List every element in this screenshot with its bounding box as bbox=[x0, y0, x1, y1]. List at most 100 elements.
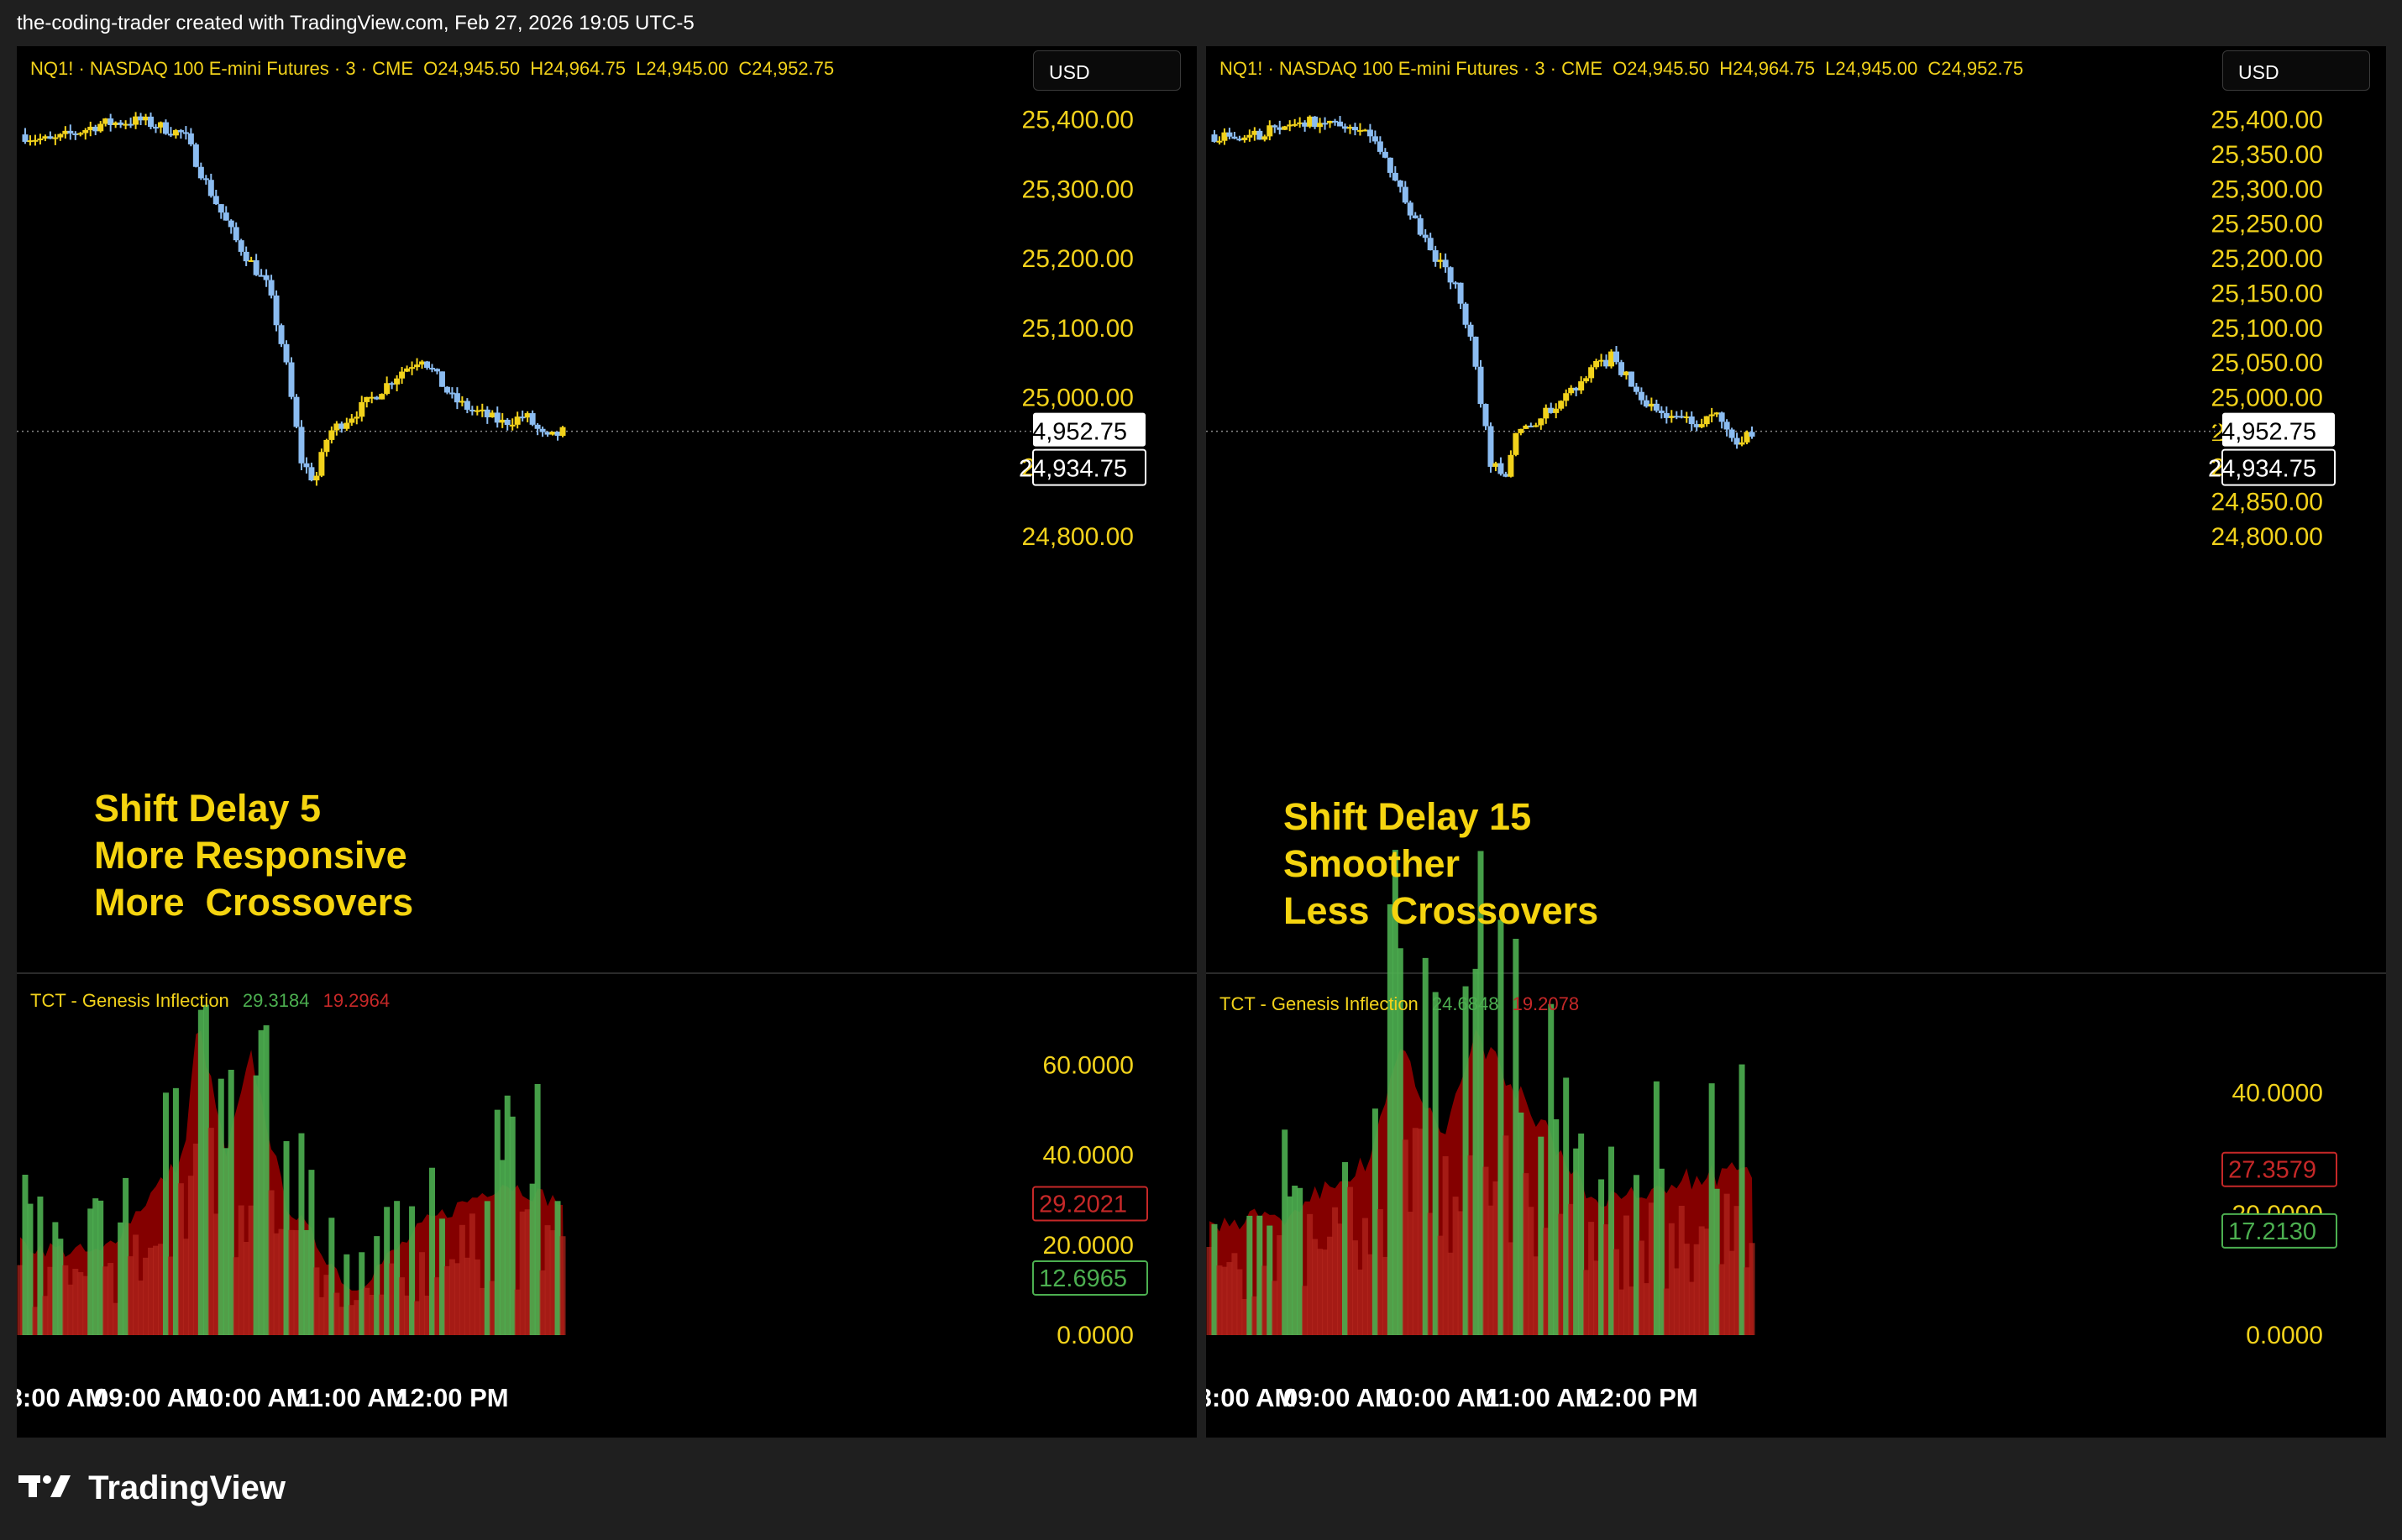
histogram-bar bbox=[1648, 1202, 1655, 1335]
candle-body bbox=[1497, 463, 1504, 474]
candle-body bbox=[1241, 137, 1248, 140]
histogram-bar bbox=[333, 1292, 340, 1335]
candle-body bbox=[1442, 259, 1449, 268]
candle-body bbox=[263, 275, 270, 280]
candle-body bbox=[1523, 425, 1529, 429]
candle-body bbox=[1633, 386, 1639, 392]
chart-canvas-left[interactable]: 25,400.00 25,300.00 25,200.00 25,100.00 25,0… bbox=[17, 46, 1197, 1438]
candle-body bbox=[559, 427, 566, 436]
candle-body bbox=[1361, 129, 1368, 132]
candle-body bbox=[1246, 134, 1253, 138]
ohlc-close: C24,952.75 bbox=[738, 58, 835, 79]
candle-body bbox=[1744, 432, 1750, 443]
histogram-bar bbox=[1277, 1235, 1283, 1335]
candle-body bbox=[1623, 371, 1629, 375]
candle-body bbox=[1749, 432, 1755, 437]
candle-body bbox=[1503, 474, 1509, 477]
histogram-bar bbox=[253, 1075, 260, 1335]
histogram-bar bbox=[1452, 1197, 1459, 1335]
symbol-legend: NQ1! · NASDAQ 100 E-mini Futures · 3 · C… bbox=[30, 58, 839, 80]
histogram-bar bbox=[1673, 1268, 1680, 1335]
histogram-bar bbox=[544, 1225, 551, 1335]
time-axis-tick: 09:00 AM bbox=[1283, 1383, 1397, 1412]
candle-body bbox=[87, 126, 94, 130]
chart-panel-right[interactable]: 25,400.00 25,350.00 25,300.00 25,250.00 25,2… bbox=[1206, 46, 2386, 1438]
candle-body bbox=[1508, 454, 1514, 477]
histogram-bar bbox=[128, 1256, 134, 1335]
chart-canvas-right[interactable]: 25,400.00 25,350.00 25,300.00 25,250.00 25,2… bbox=[1206, 46, 2386, 1438]
time-axis-tick: 10:00 AM bbox=[1384, 1383, 1497, 1412]
histogram-bar bbox=[1226, 1262, 1233, 1335]
candle-body bbox=[197, 166, 204, 179]
candle-body bbox=[374, 396, 380, 400]
indicator-red-label-bg bbox=[2221, 1151, 2337, 1187]
last-price-label-bg bbox=[1033, 412, 1146, 447]
histogram-bar bbox=[1638, 1240, 1644, 1335]
candle-body bbox=[519, 416, 526, 419]
histogram-bar bbox=[433, 1277, 440, 1335]
histogram-bar bbox=[1503, 1135, 1509, 1335]
currency-button[interactable]: USD bbox=[1033, 50, 1181, 91]
candle-body bbox=[454, 393, 460, 403]
candle-body bbox=[338, 423, 345, 429]
price-axis-tick: 24,800.00 bbox=[1022, 523, 1134, 551]
candle-body bbox=[1346, 127, 1353, 129]
histogram-bar bbox=[1211, 1223, 1218, 1335]
histogram-bar bbox=[354, 1300, 360, 1335]
histogram-bar bbox=[1392, 850, 1398, 1335]
histogram-bar bbox=[454, 1263, 460, 1335]
currency-button[interactable]: USD bbox=[2222, 50, 2370, 91]
histogram-bar bbox=[133, 1234, 139, 1335]
candle-body bbox=[1608, 351, 1615, 367]
candle-body bbox=[1553, 408, 1560, 413]
candle-body bbox=[539, 428, 546, 432]
candle-body bbox=[162, 122, 169, 134]
histogram-bar bbox=[554, 1201, 561, 1335]
candle-body bbox=[1317, 123, 1324, 128]
histogram-bar bbox=[1307, 1213, 1314, 1335]
candle-body bbox=[268, 280, 275, 296]
histogram-bar bbox=[379, 1294, 385, 1335]
candle-body bbox=[344, 422, 350, 429]
histogram-bar bbox=[1583, 1270, 1590, 1335]
annotation-text: Shift Delay 5 More Responsive More Cross… bbox=[94, 787, 414, 924]
candle-body bbox=[1462, 303, 1469, 325]
histogram-bar bbox=[1708, 1083, 1715, 1335]
histogram-bar bbox=[263, 1025, 270, 1335]
histogram-bar bbox=[1231, 1253, 1238, 1335]
histogram-bar bbox=[1543, 1228, 1550, 1335]
histogram-bar bbox=[218, 1078, 224, 1335]
candle-body bbox=[1603, 359, 1610, 367]
histogram-bar bbox=[308, 1170, 315, 1335]
candle-body bbox=[113, 122, 119, 125]
candle-body bbox=[1638, 391, 1644, 401]
tradingview-logo[interactable]: TradingView bbox=[18, 1469, 286, 1509]
histogram-bar bbox=[428, 1167, 435, 1335]
histogram-bar bbox=[1628, 1286, 1634, 1335]
candle-body bbox=[428, 368, 435, 370]
histogram-bar bbox=[1337, 1223, 1344, 1335]
histogram-bar bbox=[1618, 1289, 1624, 1335]
candle-body bbox=[349, 418, 355, 423]
candle-body bbox=[1528, 425, 1534, 427]
second-price-label-bg bbox=[1032, 448, 1146, 486]
indicator-axis-tick: 0.0000 bbox=[2246, 1322, 2323, 1349]
chart-panel-left[interactable]: 25,400.00 25,300.00 25,200.00 25,100.00 25,0… bbox=[17, 46, 1197, 1438]
histogram-bar bbox=[1351, 1240, 1358, 1335]
histogram-bar bbox=[1397, 948, 1403, 1335]
candle-body bbox=[1312, 116, 1319, 128]
ohlc-low: L24,945.00 bbox=[636, 58, 729, 79]
histogram-bar bbox=[113, 1302, 119, 1335]
candle-body bbox=[1533, 425, 1539, 427]
candle-body bbox=[37, 138, 44, 140]
histogram-bar bbox=[1578, 1133, 1585, 1335]
last-price-label: 24,952.75 bbox=[1019, 419, 1127, 446]
histogram-bar bbox=[148, 1247, 155, 1335]
candle-body bbox=[1342, 126, 1349, 129]
histogram-bar bbox=[223, 1148, 229, 1335]
candle-body bbox=[1327, 120, 1334, 123]
candle-body bbox=[123, 123, 129, 126]
histogram-bar bbox=[1518, 1112, 1524, 1335]
candle-body bbox=[42, 136, 49, 139]
price-axis-tick: 25,100.00 bbox=[2211, 315, 2323, 343]
